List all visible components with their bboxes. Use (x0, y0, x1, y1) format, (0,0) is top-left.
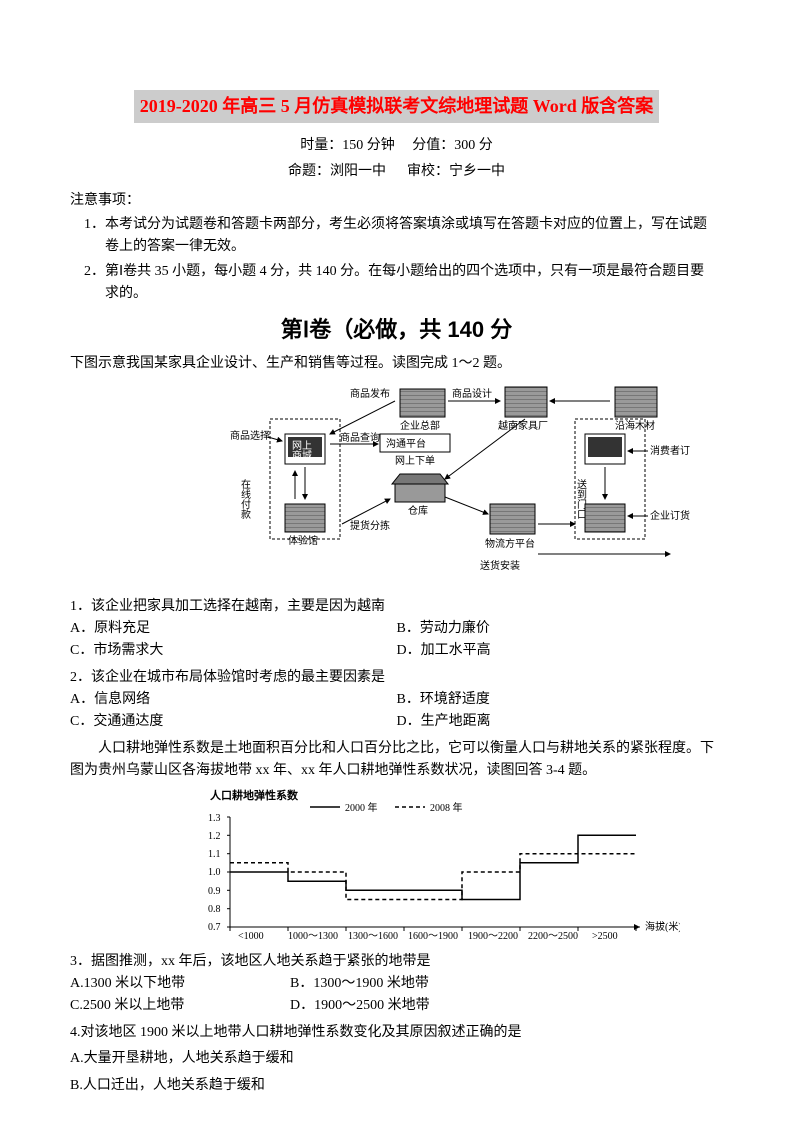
fig1-lbl-b: 商品发布 (350, 387, 390, 400)
q2-A: A．信息网络 (70, 689, 397, 711)
q3-B: B．1300～1900 米地带 (290, 973, 429, 995)
q2-C: C．交通通达度 (70, 711, 397, 733)
svg-text:0.8: 0.8 (208, 904, 221, 915)
author-value: 浏阳一中 (330, 164, 386, 179)
notice-item-1: 1．本考试分为试题卷和答题卡两部分，考生必须将答案填涂或填写在答题卡对应的位置上… (105, 214, 723, 259)
q2-D: D．生产地距离 (397, 711, 724, 733)
svg-text:>2500: >2500 (592, 931, 618, 942)
score-label: 分值： (412, 138, 454, 153)
q4-A: A.大量开垦耕地，人地关系趋于缓和 (70, 1048, 723, 1070)
chart2-legend-solid: 2000 年 (345, 801, 378, 814)
q1-row1: A．原料充足 B．劳动力廉价 (70, 618, 723, 640)
chart2-series-dash (230, 853, 636, 899)
q3-row2: C.2500 米以上地带 D．1900～2500 米地带 (70, 995, 723, 1017)
q1-C: C．市场需求大 (70, 640, 397, 662)
section-1-title: 第Ⅰ卷（必做，共 140 分 (70, 312, 723, 347)
figure-1-diagram: 网上 商城 商品选择 在线付款 体验馆 企业总部 商品发布 商品设计 越南家具厂… (230, 379, 690, 579)
notice-item-2: 2．第Ⅰ卷共 35 小题，每小题 4 分，共 140 分。在每小题给出的四个选项… (105, 261, 723, 306)
notice-heading: 注意事项： (70, 190, 723, 212)
fig1-lbl-a: 商品选择 (230, 429, 270, 442)
time-value: 150 分钟 (342, 138, 395, 153)
q1-D: D．加工水平高 (397, 640, 724, 662)
chart2-xlabel: 海拔(米) (645, 920, 680, 933)
chart-2: 人口耕地弹性系数 2000 年 2008 年 海拔(米) 0.7 0.8 0.9… (180, 787, 680, 947)
fig1-lbl-p: 消费者订货 (650, 444, 690, 457)
review-value: 宁乡一中 (449, 164, 505, 179)
meta-line-2: 命题：浏阳一中 审校：宁乡一中 (70, 161, 723, 183)
fig1-lbl-c: 企业总部 (400, 419, 440, 432)
svg-text:商品查询: 商品查询 (340, 431, 380, 444)
time-label: 时量： (300, 138, 342, 153)
svg-text:1.3: 1.3 (208, 813, 221, 824)
q4-B: B.人口迁出，人地关系趋于缓和 (70, 1075, 723, 1097)
fig1-lbl-m: 物流方平台 (485, 537, 535, 550)
meta-line-1: 时量：150 分钟 分值：300 分 (70, 135, 723, 157)
chart2-yticks: 0.7 0.8 0.9 1.0 1.1 1.2 1.3 (208, 813, 230, 933)
q2-row2: C．交通通达度 D．生产地距离 (70, 711, 723, 733)
fig1-lbl-k: 体验馆 (288, 534, 318, 547)
notice-block: 注意事项： 1．本考试分为试题卷和答题卡两部分，考生必须将答案填涂或填写在答题卡… (70, 190, 723, 306)
review-label: 审校： (407, 164, 449, 179)
chart2-series-solid (230, 835, 636, 899)
svg-text:1.0: 1.0 (208, 867, 221, 878)
q2-B: B．环境舒适度 (397, 689, 724, 711)
svg-text:0.7: 0.7 (208, 922, 221, 933)
passage-2: 人口耕地弹性系数是土地面积百分比和人口百分比之比，它可以衡量人口与耕地关系的紧张… (70, 738, 723, 783)
q4-stem: 4.对该地区 1900 米以上地带人口耕地弹性系数变化及其原因叙述正确的是 (70, 1022, 723, 1044)
fig1-lbl-d: 商品设计 (452, 387, 492, 400)
q3-stem: 3．据图推测，xx 年后，该地区人地关系趋于紧张的地带是 (70, 951, 723, 973)
q3-row1: A.1300 米以下地带 B．1300～1900 米地带 (70, 973, 723, 995)
svg-text:0.9: 0.9 (208, 886, 221, 897)
svg-text:1000～1300: 1000～1300 (288, 931, 338, 942)
svg-text:2200～2500: 2200～2500 (528, 931, 578, 942)
svg-text:<1000: <1000 (238, 931, 264, 942)
svg-text:商城: 商城 (292, 449, 312, 462)
svg-text:沟通平台: 沟通平台 (386, 437, 426, 450)
fig1-lbl-i: 网上下单 (395, 455, 435, 467)
fig1-lbl-q: 企业订货 (650, 509, 690, 522)
svg-text:1.2: 1.2 (208, 831, 221, 842)
q2-stem: 2．该企业在城市布局体验馆时考虑的最主要因素是 (70, 667, 723, 689)
svg-text:1600～1900: 1600～1900 (408, 931, 458, 942)
q2-row1: A．信息网络 B．环境舒适度 (70, 689, 723, 711)
fig1-lbl-f: 沿海木材 (615, 419, 655, 432)
title-wrap: 2019-2020 年高三 5 月仿真模拟联考文综地理试题 Word 版含答案 (70, 90, 723, 131)
svg-text:1300～1600: 1300～1600 (348, 931, 398, 942)
chart2-xticks: <1000 1000～1300 1300～1600 1600～1900 1900… (230, 927, 636, 942)
q1-A: A．原料充足 (70, 618, 397, 640)
svg-text:1900～2200: 1900～2200 (468, 931, 518, 942)
exam-title: 2019-2020 年高三 5 月仿真模拟联考文综地理试题 Word 版含答案 (134, 90, 660, 123)
fig1-lbl-j: 仓库 (408, 504, 428, 517)
score-value: 300 分 (454, 138, 493, 153)
q1-B: B．劳动力廉价 (397, 618, 724, 640)
q3-A: A.1300 米以下地带 (70, 973, 290, 995)
q3-C: C.2500 米以上地带 (70, 995, 290, 1017)
q1-row2: C．市场需求大 D．加工水平高 (70, 640, 723, 662)
svg-text:1.1: 1.1 (208, 849, 221, 860)
svg-text:在线付款: 在线付款 (239, 479, 251, 520)
section-1-intro: 下图示意我国某家具企业设计、生产和销售等过程。读图完成 1～2 题。 (70, 353, 723, 375)
chart2-title: 人口耕地弹性系数 (210, 788, 299, 802)
q3-D: D．1900～2500 米地带 (290, 995, 430, 1017)
fig1-lbl-n: 送货安装 (480, 559, 520, 572)
chart2-legend-dash: 2008 年 (430, 801, 463, 814)
fig1-lbl-l: 提货分拣 (350, 519, 390, 532)
author-label: 命题： (288, 164, 330, 179)
q1-stem: 1．该企业把家具加工选择在越南，主要是因为越南 (70, 596, 723, 618)
